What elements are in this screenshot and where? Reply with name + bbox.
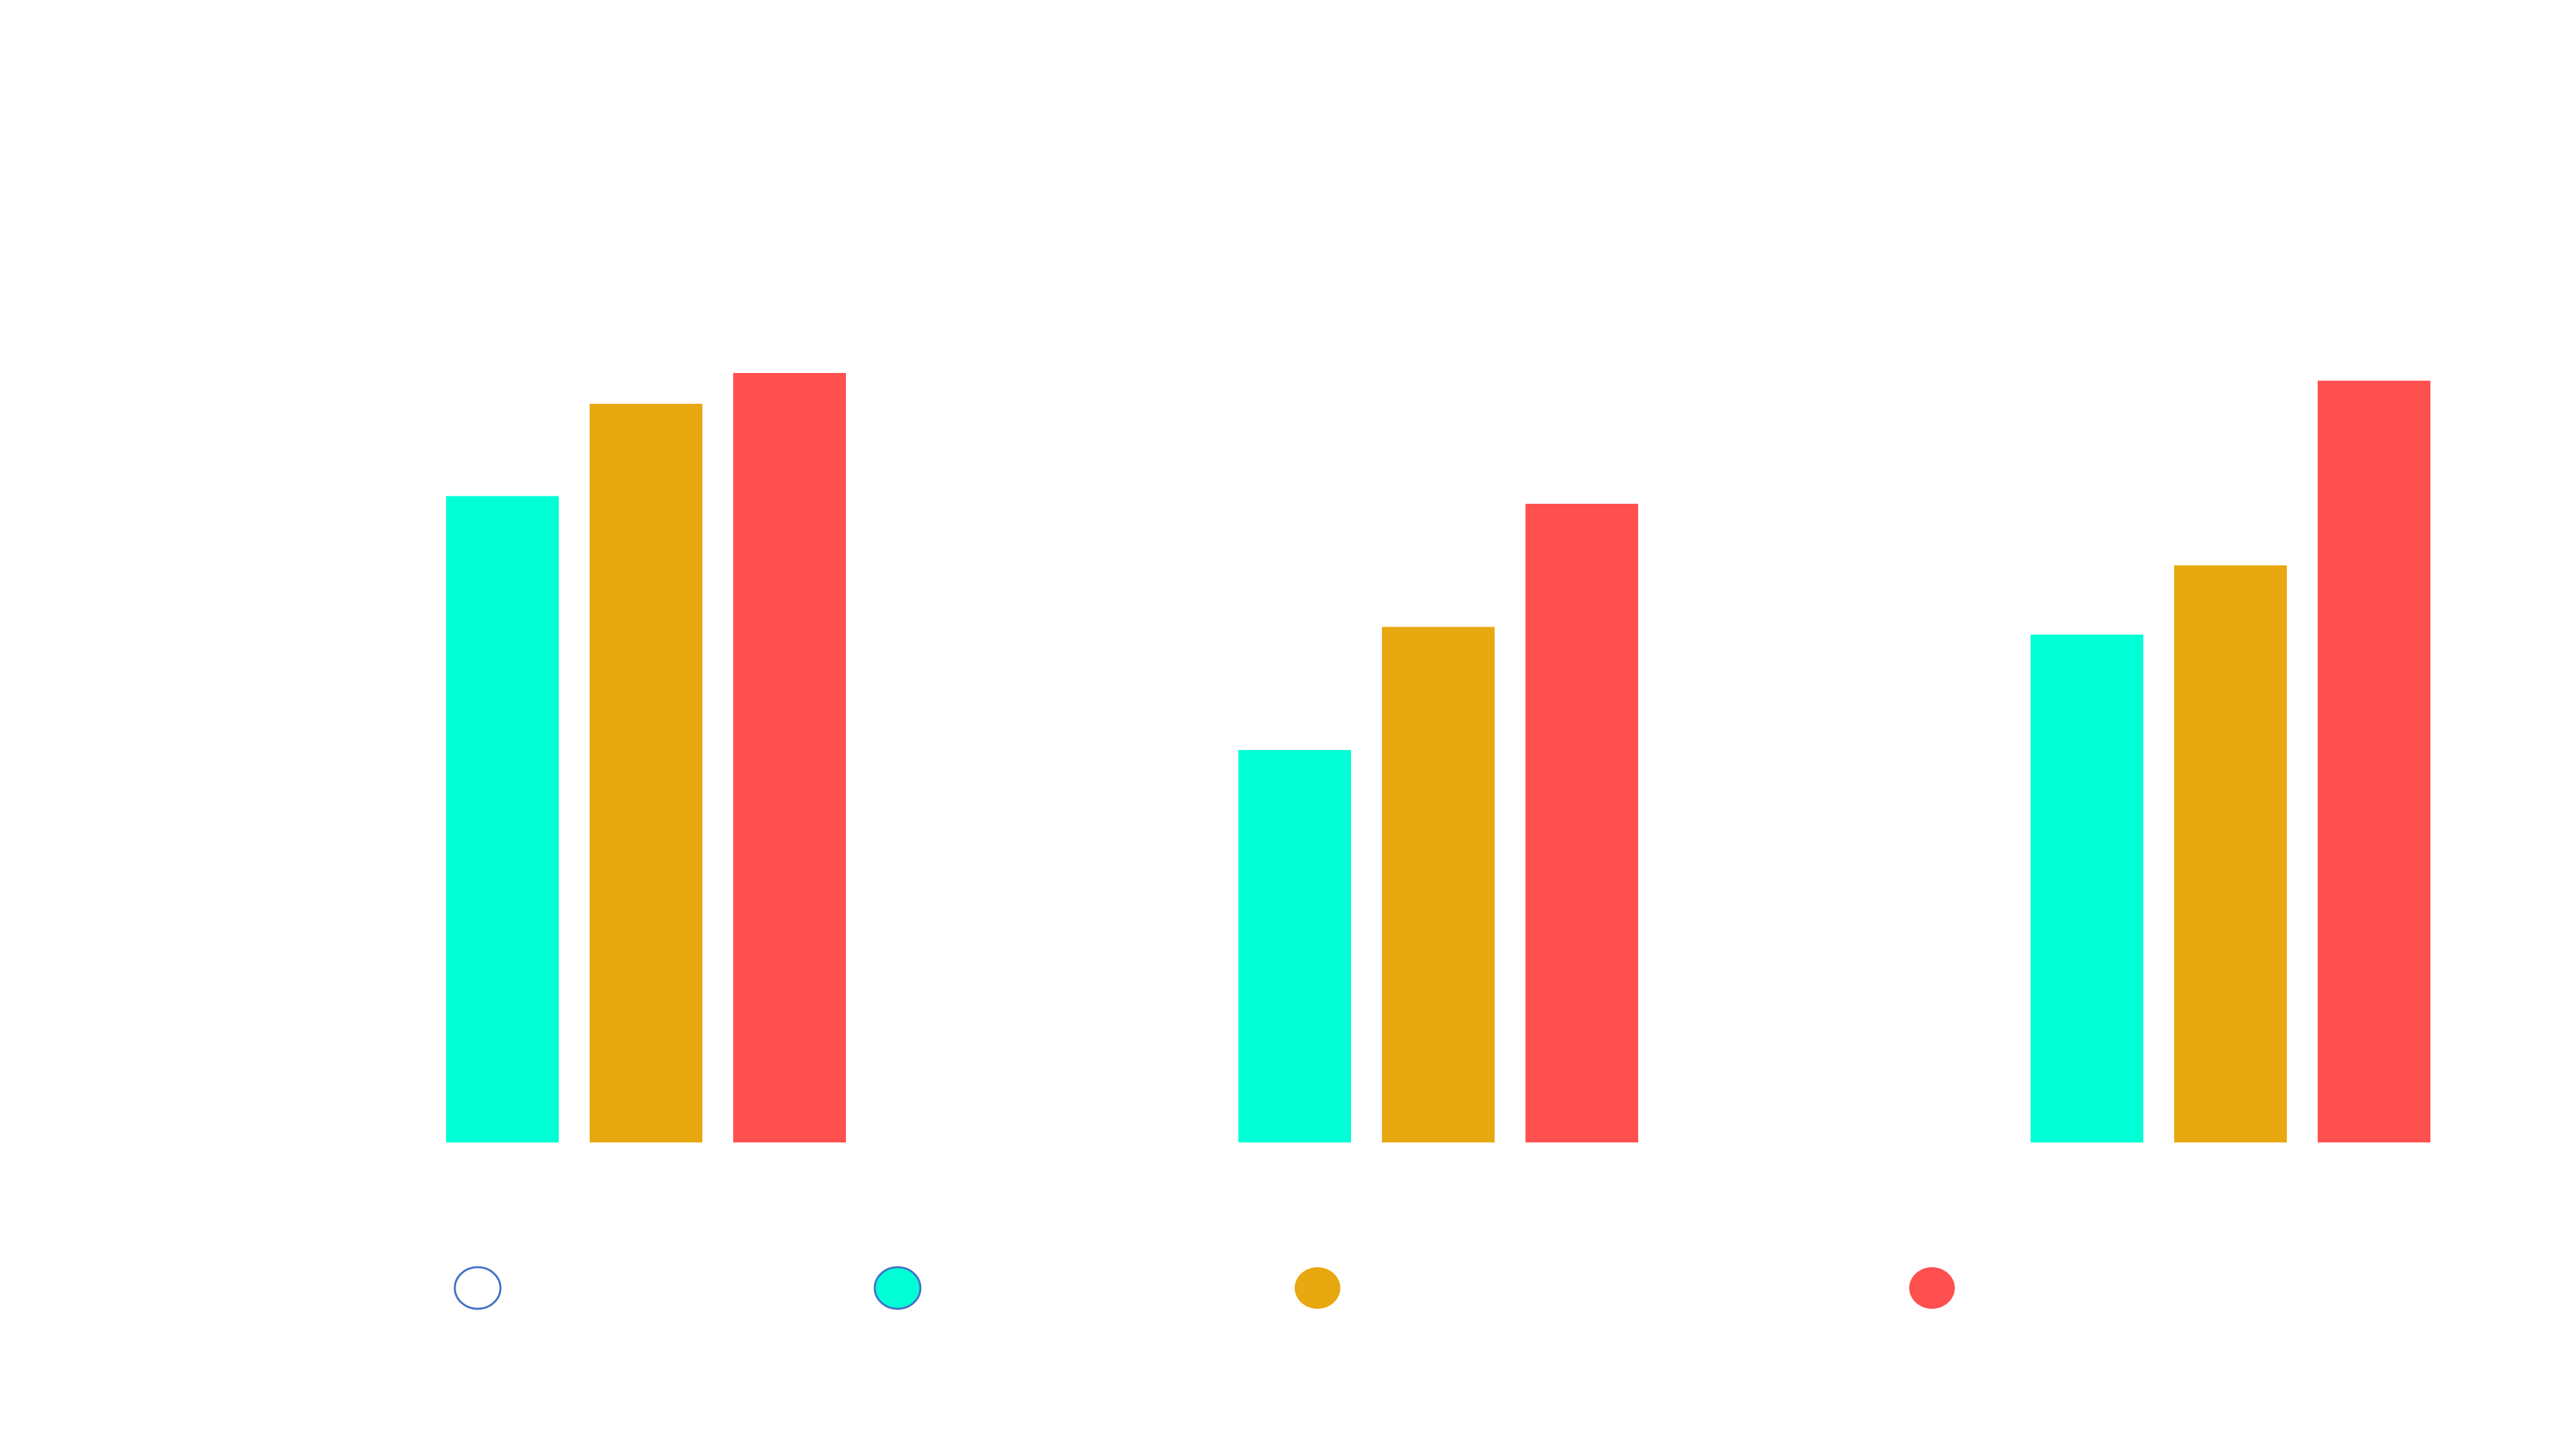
legend-marker-1 <box>453 1266 502 1310</box>
bar-group-2 <box>1238 503 1638 1142</box>
bar-group-1-series-2 <box>590 403 702 1142</box>
legend-item-4 <box>1909 1267 1955 1309</box>
legend-marker-4 <box>1909 1267 1955 1309</box>
bar-group-3 <box>2031 380 2430 1142</box>
bar-group-2-series-3 <box>1525 503 1638 1142</box>
legend-item-2 <box>873 1266 922 1310</box>
bar-group-3-series-1 <box>2031 634 2143 1142</box>
legend <box>453 1266 1955 1310</box>
bar-group-3-series-3 <box>2318 380 2430 1142</box>
bar-group-2-series-2 <box>1382 627 1495 1142</box>
bar-group-2-series-1 <box>1238 750 1351 1142</box>
bar-group-1-series-1 <box>446 496 559 1142</box>
bar-group-1-series-3 <box>733 373 846 1142</box>
bars-layer <box>446 373 2430 1142</box>
bar-group-1 <box>446 373 846 1142</box>
legend-item-3 <box>1295 1267 1340 1309</box>
legend-item-1 <box>453 1266 502 1310</box>
bar-group-3-series-2 <box>2174 565 2287 1142</box>
legend-marker-2 <box>873 1266 922 1310</box>
legend-marker-3 <box>1295 1267 1340 1309</box>
